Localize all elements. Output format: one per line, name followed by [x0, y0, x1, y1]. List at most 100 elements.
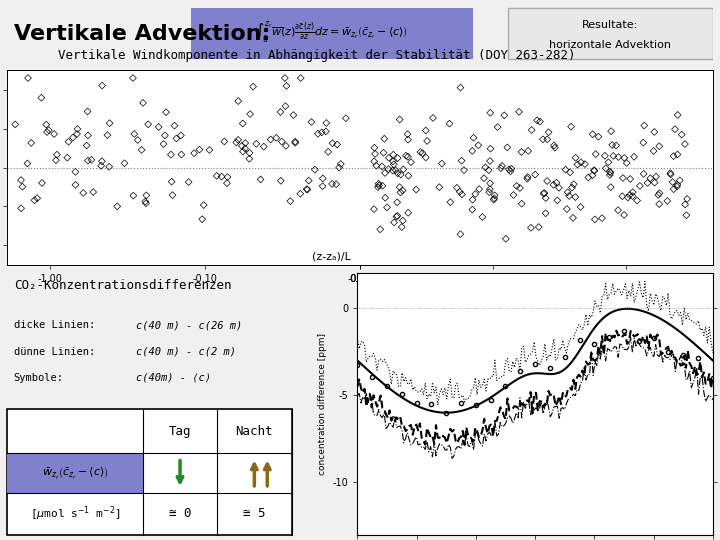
Point: [469, 190, 481, 198]
Point: [183, 178, 194, 186]
Point: [644, 174, 656, 183]
Point: [629, 152, 640, 161]
Point: [652, 191, 664, 199]
Point: [587, 171, 598, 180]
Point: [526, 126, 537, 134]
Point: [606, 127, 617, 136]
Point: [102, 131, 113, 139]
Point: [17, 183, 28, 191]
Point: [9, 120, 21, 129]
Point: [104, 163, 115, 171]
Point: [467, 205, 478, 214]
Point: [421, 137, 433, 145]
Text: dünne Linien:: dünne Linien:: [14, 347, 95, 356]
Point: [624, 174, 636, 183]
Text: Nacht: Nacht: [235, 424, 273, 438]
Point: [522, 173, 534, 181]
Point: [565, 123, 577, 131]
Point: [305, 118, 317, 126]
Point: [71, 130, 83, 138]
Point: [538, 189, 549, 198]
Point: [51, 150, 63, 159]
Point: [608, 152, 619, 160]
Point: [444, 198, 456, 206]
Point: [317, 174, 328, 183]
Point: [63, 137, 74, 146]
Point: [387, 166, 398, 175]
Text: Resultate:: Resultate:: [582, 20, 639, 30]
Point: [41, 127, 53, 136]
Point: [397, 165, 409, 174]
Point: [485, 144, 496, 153]
Point: [244, 110, 256, 118]
Point: [665, 170, 677, 179]
Point: [575, 202, 586, 211]
Point: [417, 149, 428, 158]
Point: [599, 151, 611, 160]
Point: [456, 157, 467, 165]
Point: [498, 111, 510, 120]
Point: [681, 194, 693, 203]
Point: [289, 137, 301, 146]
Point: [541, 177, 553, 185]
Point: [312, 130, 324, 138]
Point: [533, 222, 544, 231]
Text: c(40 m) - c(26 m): c(40 m) - c(26 m): [136, 320, 243, 330]
Point: [433, 183, 445, 192]
Point: [127, 191, 139, 200]
Point: [662, 197, 673, 205]
Point: [129, 130, 140, 138]
Point: [511, 181, 523, 190]
Text: ≅ 5: ≅ 5: [243, 508, 266, 521]
Point: [496, 161, 508, 170]
Point: [650, 172, 662, 181]
Point: [340, 114, 351, 123]
Point: [29, 196, 40, 205]
Point: [541, 135, 553, 144]
Point: [382, 203, 393, 212]
Text: dicke Linien:: dicke Linien:: [14, 320, 95, 330]
Point: [540, 209, 552, 218]
Point: [377, 162, 388, 171]
Point: [637, 138, 649, 147]
Point: [402, 152, 413, 161]
Point: [472, 141, 484, 150]
Point: [444, 119, 455, 128]
Point: [529, 170, 541, 179]
FancyBboxPatch shape: [191, 8, 473, 59]
Point: [86, 156, 97, 164]
Point: [627, 188, 639, 197]
Point: [136, 146, 148, 154]
Point: [303, 176, 315, 185]
Point: [236, 141, 248, 150]
Point: [104, 119, 115, 127]
Point: [387, 151, 399, 159]
Point: [395, 170, 406, 179]
Point: [483, 166, 495, 174]
Y-axis label: concentration difference [ppm]: concentration difference [ppm]: [318, 333, 327, 475]
Point: [618, 153, 630, 162]
Point: [534, 117, 546, 126]
Point: [680, 200, 691, 209]
Point: [295, 74, 307, 83]
Point: [397, 217, 408, 225]
Point: [618, 211, 630, 219]
Point: [402, 208, 414, 217]
Point: [605, 168, 616, 177]
Point: [72, 125, 84, 133]
Point: [489, 191, 500, 200]
Point: [392, 198, 403, 207]
Point: [454, 230, 466, 239]
Point: [495, 164, 507, 172]
Point: [485, 109, 496, 117]
Point: [284, 197, 296, 205]
Point: [603, 158, 614, 166]
Point: [82, 107, 94, 116]
Point: [455, 83, 467, 92]
Point: [320, 119, 332, 127]
Point: [317, 182, 328, 191]
Text: Vertikale Windkomponente in Abhängigkeit der Stabilität (DOY 263-282): Vertikale Windkomponente in Abhängigkeit…: [58, 49, 575, 62]
Point: [485, 179, 496, 187]
Point: [392, 212, 403, 220]
Point: [387, 157, 399, 166]
